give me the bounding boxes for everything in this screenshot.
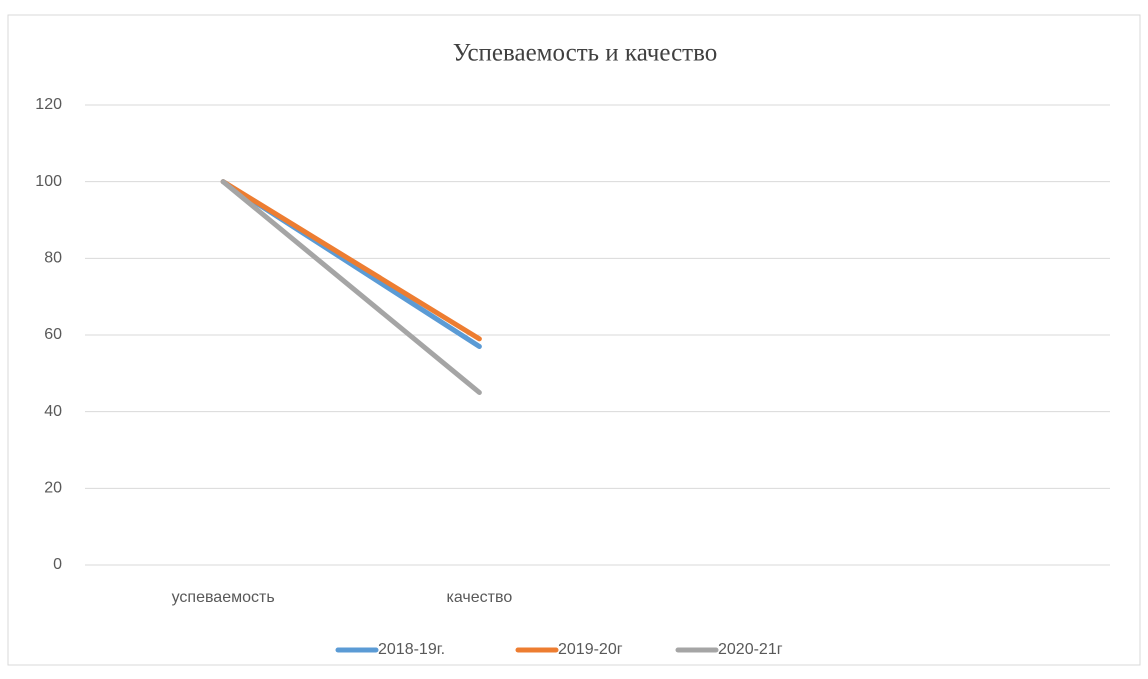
- y-tick-label: 40: [44, 403, 62, 420]
- legend-label: 2020-21г: [718, 641, 783, 658]
- legend-label: 2019-20г: [558, 641, 623, 658]
- y-tick-label: 0: [53, 556, 62, 573]
- y-tick-label: 120: [35, 96, 62, 113]
- x-tick-label: успеваемость: [172, 589, 275, 606]
- y-tick-label: 100: [35, 173, 62, 190]
- series-line: [220, 179, 482, 342]
- chart-frame: [7, 14, 1141, 666]
- y-tick-label: 80: [44, 250, 62, 267]
- x-tick-label: качество: [447, 589, 513, 606]
- legend-label: 2018-19г.: [378, 641, 445, 658]
- y-tick-label: 60: [44, 326, 62, 343]
- chart-title: Успеваемость и качество: [453, 40, 718, 67]
- series-line: [220, 179, 482, 395]
- y-tick-label: 20: [44, 480, 62, 497]
